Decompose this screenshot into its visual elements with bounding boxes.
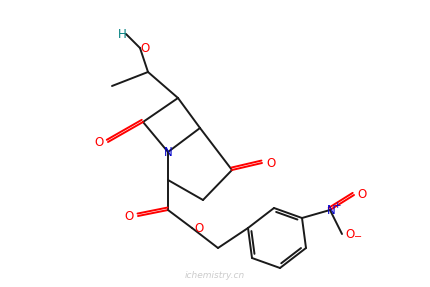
Text: O: O <box>124 210 133 222</box>
Text: O: O <box>356 189 366 201</box>
Text: O: O <box>140 42 149 55</box>
Text: −: − <box>353 232 361 242</box>
Text: ichemistry.cn: ichemistry.cn <box>184 272 245 280</box>
Text: O: O <box>266 156 275 170</box>
Text: N: N <box>326 203 335 216</box>
Text: O: O <box>194 222 203 234</box>
Text: +: + <box>332 201 340 210</box>
Text: H: H <box>117 28 126 40</box>
Text: O: O <box>94 135 103 148</box>
Text: N: N <box>163 146 172 158</box>
Text: O: O <box>344 228 354 241</box>
